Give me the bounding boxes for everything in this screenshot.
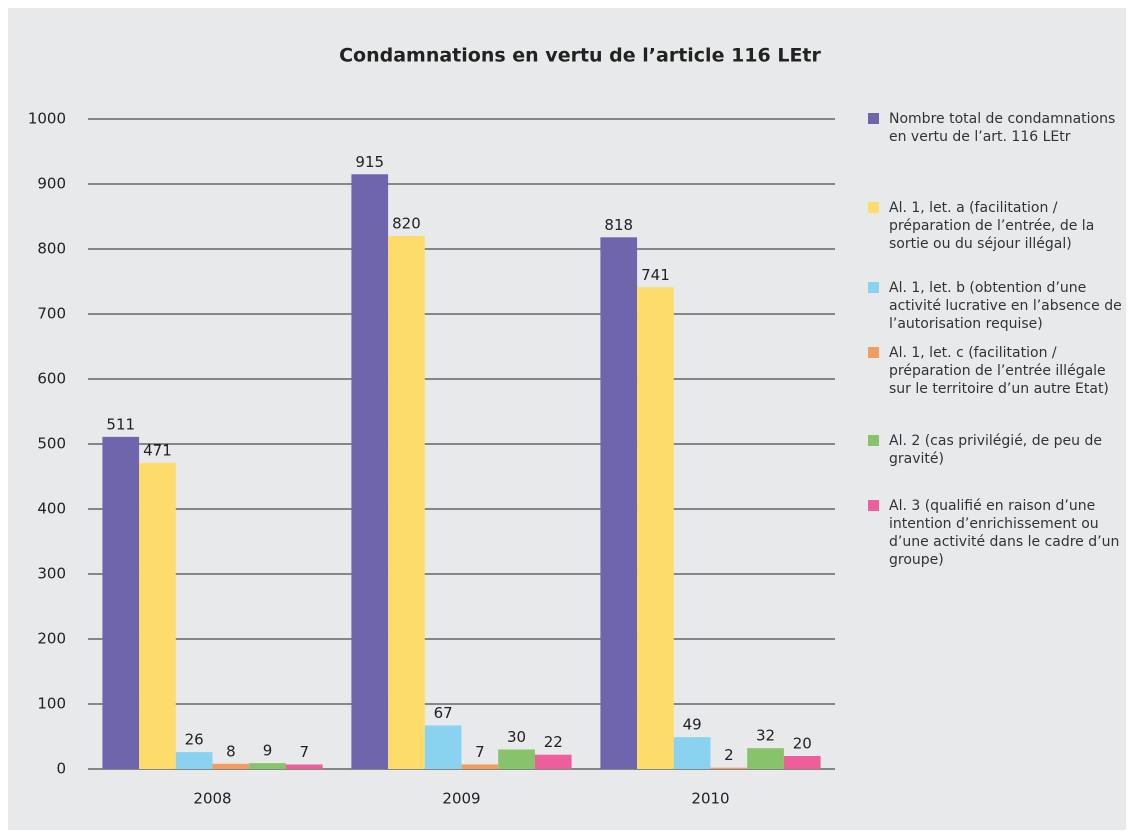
value-label: 26 <box>185 731 204 749</box>
legend-label: Al. 1, let. a (facilitation / préparatio… <box>889 200 1095 252</box>
x-tick-label: 2010 <box>691 790 729 808</box>
legend-swatch <box>868 282 879 293</box>
value-label: 471 <box>143 441 172 459</box>
legend-label: Nombre total de condamnations en vertu d… <box>889 111 1116 145</box>
bar <box>534 754 572 769</box>
bar <box>285 764 323 769</box>
bar <box>102 436 140 769</box>
legend-swatch <box>868 202 879 213</box>
legend-label: Al. 1, let. b (obtention d’une activité … <box>889 280 1122 332</box>
legend-swatch <box>868 500 879 511</box>
bar <box>175 752 213 769</box>
y-tick-label: 800 <box>37 240 66 258</box>
y-tick-label: 0 <box>56 760 66 778</box>
bar <box>498 749 535 769</box>
legend-item: Nombre total de condamnations en vertu d… <box>868 110 1130 146</box>
value-label: 7 <box>299 743 309 761</box>
value-label: 67 <box>434 704 453 722</box>
legend-label: Al. 1, let. c (facilitation / préparatio… <box>889 345 1109 397</box>
y-tick-label: 1000 <box>28 110 66 128</box>
y-tick-label: 500 <box>37 435 66 453</box>
chart-title: Condamnations en vertu de l’article 116 … <box>339 45 821 67</box>
legend-swatch <box>868 347 879 358</box>
bar <box>461 764 499 769</box>
y-tick-label: 400 <box>37 500 66 518</box>
bar <box>139 462 176 769</box>
value-label: 9 <box>263 742 273 760</box>
legend-swatch <box>868 113 879 124</box>
bar <box>673 737 711 769</box>
bar <box>783 756 821 769</box>
legend-item: Al. 1, let. c (facilitation / préparatio… <box>868 344 1130 398</box>
value-label: 8 <box>226 742 236 760</box>
y-tick-label: 900 <box>37 175 66 193</box>
y-tick-label: 100 <box>37 695 66 713</box>
bar <box>637 287 674 769</box>
legend-item: Al. 1, let. b (obtention d’une activité … <box>868 279 1130 333</box>
bar <box>212 763 250 769</box>
legend-item: Al. 3 (qualifié en raison d’une intentio… <box>868 497 1130 569</box>
value-label: 741 <box>641 266 670 284</box>
y-tick-label: 700 <box>37 305 66 323</box>
value-label: 511 <box>106 415 135 433</box>
legend-item: Al. 2 (cas privilégié, de peu de gravité… <box>868 432 1130 468</box>
x-tick-label: 2008 <box>193 790 231 808</box>
legend-item: Al. 1, let. a (facilitation / préparatio… <box>868 199 1130 253</box>
legend-swatch <box>868 435 879 446</box>
value-label: 32 <box>756 727 775 745</box>
bar <box>424 725 462 769</box>
bar <box>710 767 748 769</box>
bar <box>747 748 784 769</box>
value-label: 820 <box>392 215 421 233</box>
value-label: 30 <box>507 728 526 746</box>
legend-label: Al. 2 (cas privilégié, de peu de gravité… <box>889 433 1102 467</box>
x-tick-label: 2009 <box>442 790 480 808</box>
value-label: 7 <box>475 743 485 761</box>
y-tick-label: 600 <box>37 370 66 388</box>
bar <box>388 236 425 769</box>
y-tick-label: 300 <box>37 565 66 583</box>
value-label: 20 <box>793 735 812 753</box>
legend-label: Al. 3 (qualifié en raison d’une intentio… <box>889 498 1120 568</box>
value-label: 22 <box>544 733 563 751</box>
value-label: 818 <box>604 216 633 234</box>
value-label: 915 <box>355 153 384 171</box>
bar <box>351 174 389 769</box>
bar <box>249 763 286 769</box>
value-label: 2 <box>724 746 734 764</box>
bar <box>600 237 638 770</box>
y-tick-label: 200 <box>37 630 66 648</box>
value-label: 49 <box>683 716 702 734</box>
background <box>8 8 1126 830</box>
